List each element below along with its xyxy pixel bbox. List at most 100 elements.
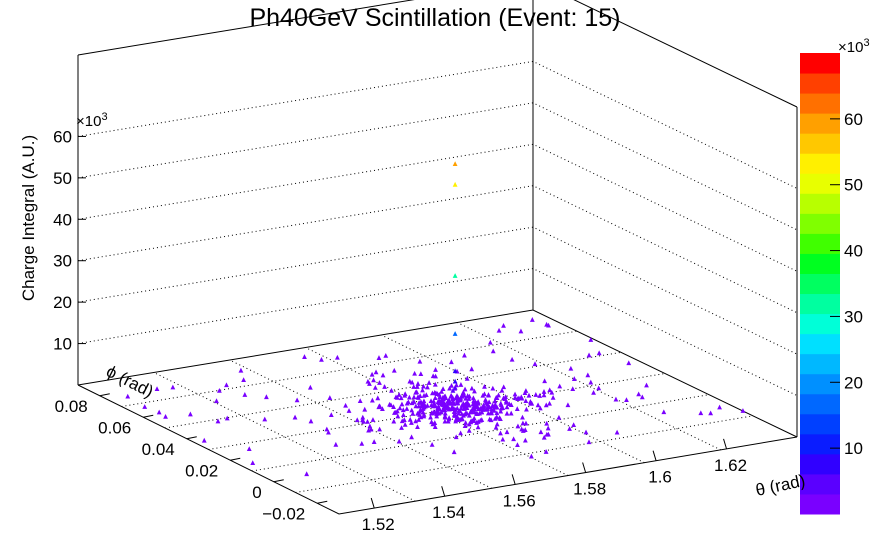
data-point-345 <box>482 391 487 397</box>
data-point-164 <box>462 423 468 429</box>
data-point-182 <box>466 421 472 427</box>
colorbar-segment-18 <box>800 133 840 154</box>
x-tick-4 <box>652 450 657 461</box>
data-point-241 <box>492 401 498 407</box>
data-point-462 <box>372 384 378 390</box>
data-point-11 <box>515 423 521 429</box>
axis-ticks: 10 20 30 40 50 60 1.52 1.54 1.56 1.58 1.6 1.62 −0.02… <box>53 127 747 534</box>
z-grid-line-5 <box>77 60 798 189</box>
data-point-203 <box>533 392 539 397</box>
data-point-368 <box>387 401 392 407</box>
data-point-349 <box>455 394 461 400</box>
data-point-134 <box>508 410 514 416</box>
data-point-429 <box>518 328 524 334</box>
data-point-397 <box>446 406 452 412</box>
x-tick-3 <box>582 462 587 473</box>
data-point-427 <box>464 375 470 381</box>
data-point-435 <box>302 354 307 359</box>
data-point-392 <box>512 395 518 400</box>
data-point-493 <box>399 425 404 430</box>
data-point-146 <box>401 412 406 418</box>
data-point-379 <box>486 399 492 405</box>
data-point-436 <box>639 394 645 400</box>
data-point-375 <box>454 400 460 406</box>
data-point-64 <box>397 405 403 411</box>
data-point-58 <box>376 355 382 360</box>
data-point-506 <box>520 414 525 420</box>
floor-grid-x-2 <box>229 359 492 489</box>
data-point-487 <box>740 408 746 413</box>
data-point-434 <box>532 361 538 367</box>
colorbar-segment-16 <box>800 173 840 194</box>
data-point-124 <box>506 401 512 407</box>
colorbar-segment-14 <box>800 213 840 234</box>
data-point-355 <box>430 403 436 409</box>
data-point-494 <box>357 398 363 404</box>
data-point-406 <box>380 406 385 412</box>
data-point-389 <box>417 358 423 364</box>
data-point-460 <box>409 434 414 440</box>
colorbar-segment-11 <box>800 273 840 295</box>
data-point-135 <box>442 418 448 424</box>
data-point-496 <box>366 427 372 433</box>
data-point-130 <box>412 370 418 376</box>
colorbar-segment-9 <box>800 313 840 335</box>
data-point-244 <box>526 392 532 398</box>
data-point-422 <box>442 414 448 420</box>
data-point-306 <box>415 424 420 430</box>
floor-grid-x-3 <box>305 347 569 476</box>
data-point-390 <box>435 410 441 415</box>
data-point-463 <box>371 439 377 444</box>
data-point-365 <box>407 378 413 384</box>
data-point-464 <box>501 322 506 328</box>
data-point-485 <box>708 410 714 416</box>
x-tick-1 <box>441 486 446 497</box>
data-point-129 <box>449 382 454 388</box>
data-point-273 <box>439 388 444 394</box>
data-point-386 <box>471 401 476 407</box>
data-point-126 <box>466 427 472 433</box>
data-point-255 <box>471 415 477 421</box>
data-point-500 <box>250 460 256 466</box>
data-point-198 <box>498 430 503 436</box>
data-point-516 <box>452 384 458 390</box>
data-point-109 <box>343 402 348 408</box>
data-point-497 <box>367 381 372 386</box>
data-point-272 <box>414 384 420 389</box>
data-point-507 <box>170 384 176 390</box>
x-tick-label-2: 1.56 <box>503 491 536 510</box>
x-tick-5 <box>723 438 728 449</box>
data-point-411 <box>463 401 469 406</box>
chart-title: Ph40GeV Scintillation (Event: 15) <box>249 4 620 32</box>
data-point-408 <box>440 402 446 408</box>
data-point-451 <box>541 434 547 440</box>
data-point-503 <box>717 404 722 410</box>
data-point-293 <box>483 398 489 403</box>
data-point-476 <box>568 365 574 371</box>
data-point-260 <box>432 395 438 401</box>
x-tick-label-4: 1.6 <box>648 468 672 487</box>
data-point-486 <box>490 348 496 354</box>
data-point-473 <box>216 387 222 393</box>
z-tick-label-1: 20 <box>53 293 72 312</box>
data-point-468 <box>546 322 551 328</box>
data-point-491 <box>307 384 313 390</box>
data-point-79 <box>411 384 417 389</box>
data-point-253 <box>328 412 334 418</box>
x-tick-label-3: 1.58 <box>573 480 606 499</box>
data-point-481 <box>404 406 410 411</box>
data-point-513 <box>452 331 458 336</box>
data-point-195 <box>498 402 504 407</box>
data-point-412 <box>398 395 404 401</box>
z-axis-exponent: ×103 <box>76 111 108 130</box>
colorbar-segment-17 <box>800 153 840 174</box>
colorbar-segment-4 <box>800 413 840 435</box>
z-axis-label: Charge Integral (A.U.) <box>19 135 38 301</box>
y-tick-1 <box>273 479 284 483</box>
y-tick-2 <box>230 457 241 461</box>
data-point-136 <box>453 434 459 440</box>
data-point-178 <box>474 411 480 417</box>
y-tick-label-2: 0.02 <box>185 461 218 480</box>
data-point-274 <box>537 393 543 398</box>
data-point-235 <box>511 436 516 442</box>
